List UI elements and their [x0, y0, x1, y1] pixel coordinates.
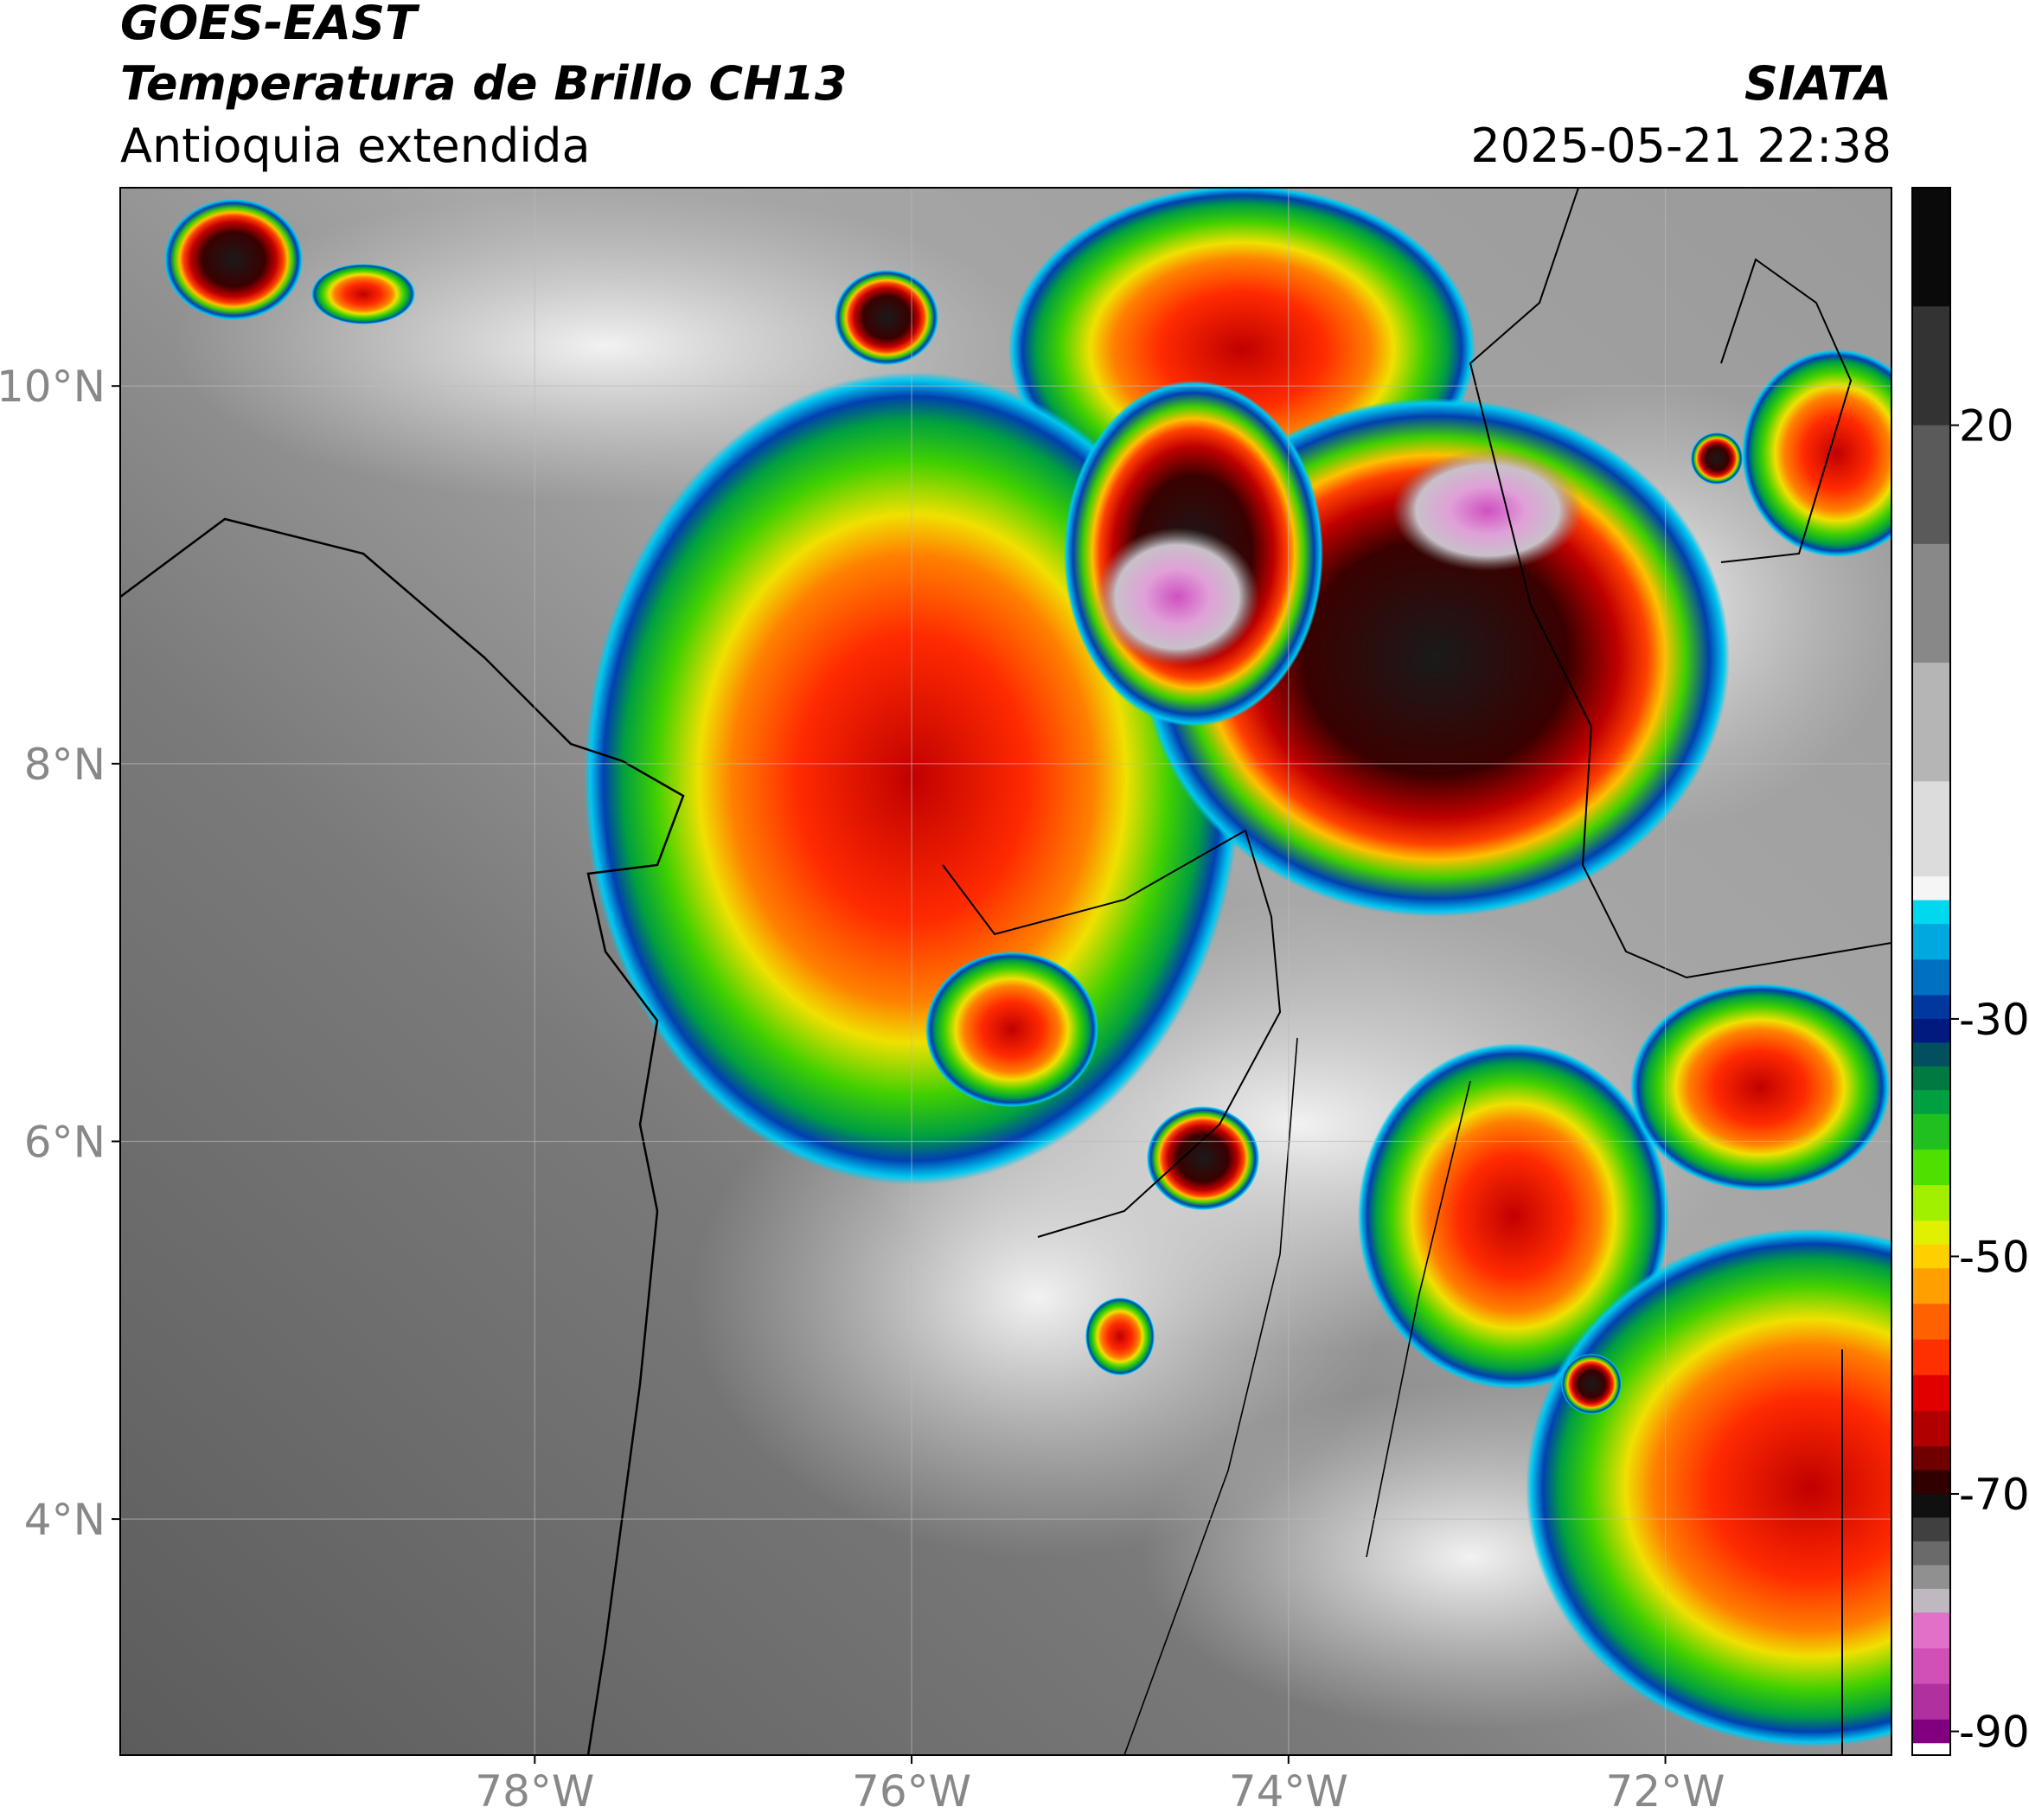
- colorbar-segment: [1912, 1018, 1950, 1043]
- colorbar-tick-label: -90: [1959, 1708, 2029, 1758]
- colorbar-segment: [1912, 306, 1950, 426]
- x-tick-label: 76°W: [852, 1766, 971, 1817]
- y-tick-label: 4°N: [24, 1495, 106, 1545]
- y-tick-label: 10°N: [0, 362, 106, 412]
- colorbar-segment: [1912, 425, 1950, 545]
- source: SIATA: [1744, 56, 1891, 111]
- region: Antioquia extendida: [120, 119, 591, 173]
- x-tick-label: 72°W: [1606, 1766, 1725, 1817]
- colorbar-segment: [1912, 1113, 1950, 1150]
- colorbar-segment: [1912, 1683, 1950, 1721]
- colorbar-segment: [1912, 924, 1950, 960]
- colorbar-segment: [1912, 1268, 1950, 1304]
- colorbar-segment: [1912, 1541, 1950, 1566]
- colorbar-segment: [1912, 1648, 1950, 1685]
- colorbar-tick-label: 20: [1959, 401, 2014, 452]
- colorbar-segment: [1912, 188, 1950, 307]
- map-frame: [119, 187, 1892, 1756]
- colorbar-tick-label: -30: [1959, 995, 2029, 1045]
- colorbar-segment: [1912, 1066, 1950, 1091]
- colorbar-frame: [1911, 187, 1951, 1756]
- colorbar-segment: [1912, 959, 1950, 996]
- grid: [120, 188, 1891, 1755]
- colorbar-segment: [1912, 1042, 1950, 1067]
- y-tick-label: 8°N: [24, 740, 106, 790]
- colorbar-segment: [1912, 1375, 1950, 1412]
- colorbar-segment: [1912, 1185, 1950, 1221]
- colorbar-segment: [1912, 1719, 1950, 1744]
- colorbar-segment: [1912, 1244, 1950, 1269]
- colorbar: [1912, 188, 1950, 1756]
- colorbar-segment: [1912, 663, 1950, 782]
- subtitle: Temperatura de Brillo CH13: [120, 56, 848, 111]
- x-tick-label: 74°W: [1229, 1766, 1348, 1817]
- colorbar-segment: [1912, 1565, 1950, 1590]
- colorbar-segment: [1912, 1149, 1950, 1186]
- colorbar-segment: [1912, 1410, 1950, 1447]
- colorbar-tick-label: -50: [1959, 1232, 2029, 1282]
- title: GOES-EAST: [120, 0, 420, 50]
- colorbar-segment: [1912, 1517, 1950, 1542]
- colorbar-segment: [1912, 1494, 1950, 1518]
- colorbar-segment: [1912, 1743, 1950, 1756]
- colorbar-segment: [1912, 876, 1950, 901]
- colorbar-segment: [1912, 900, 1950, 925]
- colorbar-tick-label: -70: [1959, 1470, 2029, 1520]
- colorbar-segment: [1912, 1612, 1950, 1649]
- x-tick-label: 78°W: [475, 1766, 594, 1817]
- colorbar-segment: [1912, 1588, 1950, 1613]
- colorbar-segment: [1912, 995, 1950, 1020]
- satellite-image: [120, 188, 1891, 1755]
- colorbar-segment: [1912, 1470, 1950, 1495]
- datetime: 2025-05-21 22:38: [1470, 119, 1891, 173]
- colorbar-segment: [1912, 1304, 1950, 1341]
- colorbar-segment: [1912, 1339, 1950, 1376]
- colorbar-segment: [1912, 1090, 1950, 1115]
- colorbar-segment: [1912, 543, 1950, 663]
- colorbar-segment: [1912, 781, 1950, 877]
- colorbar-segment: [1912, 1221, 1950, 1246]
- colorbar-segment: [1912, 1446, 1950, 1471]
- y-tick-label: 6°N: [24, 1117, 106, 1167]
